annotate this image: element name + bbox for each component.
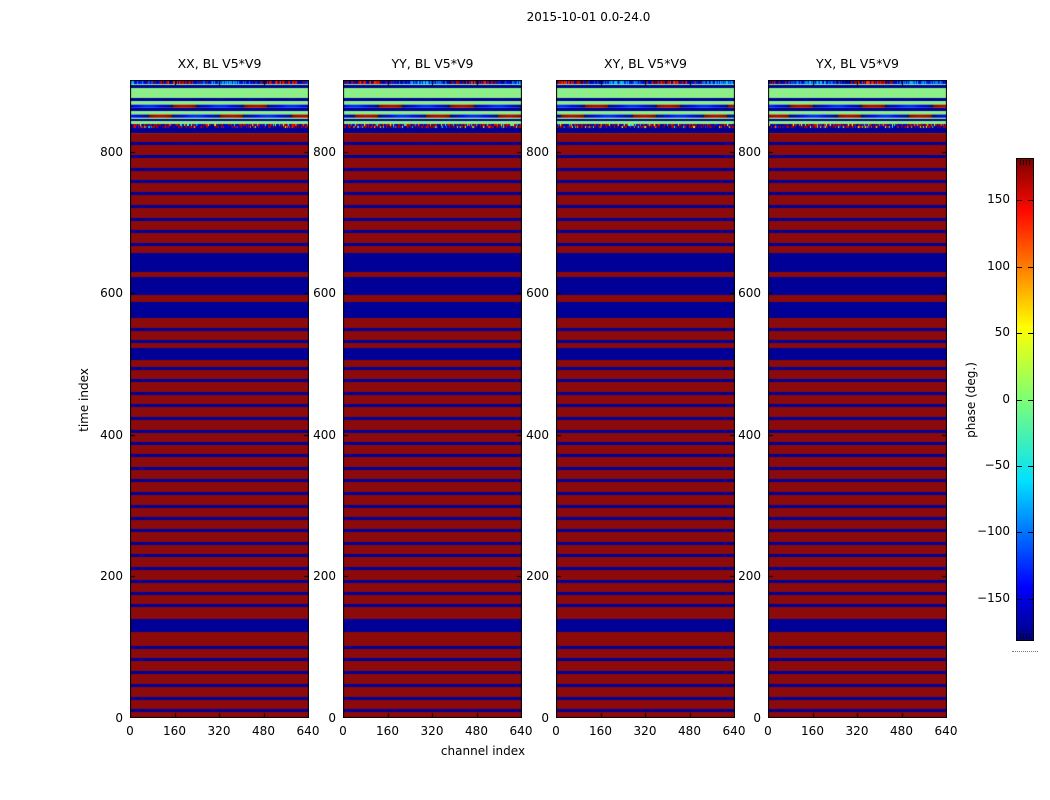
- colorbar-bottom-hatch: [1020, 634, 1030, 639]
- colorbar-tick: [1017, 266, 1022, 268]
- y-tick-label: 400: [100, 427, 123, 442]
- phase-waterfall-image: [556, 80, 735, 718]
- colorbar-tick: [1028, 598, 1033, 600]
- x-tick-label: 640: [722, 724, 746, 738]
- colorbar-tick-label: 150: [987, 192, 1010, 207]
- panel-title: XX, BL V5*V9: [177, 56, 262, 71]
- y-tick-label: 0: [753, 711, 761, 725]
- panel-title: YX, BL V5*V9: [816, 56, 899, 71]
- x-tick-label: 0: [552, 724, 560, 738]
- colorbar-tick-label: 0: [1002, 391, 1010, 406]
- y-tick-label: 400: [738, 427, 761, 442]
- x-tick-label: 160: [163, 724, 186, 738]
- panel-yx: YX, BL V5*V9: [768, 56, 947, 718]
- colorbar-tick: [1017, 465, 1022, 467]
- y-tick-label: 200: [313, 569, 336, 584]
- y-tick-label: 400: [526, 427, 549, 442]
- colorbar-tick: [1028, 465, 1033, 467]
- y-tick-label: 200: [100, 569, 123, 584]
- x-tick-label: 480: [465, 724, 488, 738]
- y-tick-label: 800: [526, 144, 549, 159]
- phase-waterfall-image: [768, 80, 947, 718]
- x-tick-label: 320: [845, 724, 869, 738]
- x-tick-label: 0: [339, 724, 347, 738]
- x-tick-label: 320: [207, 724, 231, 738]
- y-tick-label: 0: [115, 711, 123, 725]
- panel-title: XY, BL V5*V9: [604, 56, 687, 71]
- panel-yy: YY, BL V5*V9: [343, 56, 522, 718]
- colorbar-tick-label: −150: [977, 590, 1010, 605]
- x-tick-label: 320: [420, 724, 444, 738]
- colorbar-tick: [1017, 200, 1022, 202]
- y-tick-label: 0: [328, 711, 336, 725]
- x-tick-label: 480: [890, 724, 913, 738]
- x-tick-label: 640: [934, 724, 958, 738]
- colorbar-tick: [1028, 333, 1033, 335]
- x-tick-label: 160: [801, 724, 824, 738]
- panel-xy: XY, BL V5*V9: [556, 56, 735, 718]
- colorbar-tick-label: 100: [987, 258, 1010, 273]
- x-tick-label: 480: [252, 724, 275, 738]
- panel-title: YY, BL V5*V9: [391, 56, 474, 71]
- x-tick-label: 480: [678, 724, 701, 738]
- y-tick-label: 400: [313, 427, 336, 442]
- colorbar-tick-label: 50: [994, 325, 1010, 340]
- y-tick-label: 800: [313, 144, 336, 159]
- x-tick-label: 320: [633, 724, 657, 738]
- phase-waterfall-image: [130, 80, 309, 718]
- colorbar-tick: [1028, 532, 1033, 534]
- colorbar-tick-label: −100: [977, 524, 1010, 539]
- y-tick-label: 0: [541, 711, 549, 725]
- y-tick-label: 200: [526, 569, 549, 584]
- colorbar: [1016, 158, 1034, 641]
- colorbar-tick: [1028, 200, 1033, 202]
- x-tick-label: 0: [764, 724, 772, 738]
- y-tick-label: 600: [100, 286, 123, 301]
- colorbar-tick: [1017, 399, 1022, 401]
- colorbar-tick: [1017, 333, 1022, 335]
- y-tick-label: 600: [313, 286, 336, 301]
- colorbar-tick: [1017, 532, 1022, 534]
- colorbar-tick-label: −50: [984, 457, 1010, 472]
- y-tick-label: 200: [738, 569, 761, 584]
- x-tick-label: 160: [376, 724, 399, 738]
- colorbar-tick: [1028, 266, 1033, 268]
- x-axis-label: channel index: [440, 744, 526, 758]
- x-tick-label: 640: [509, 724, 533, 738]
- phase-waterfall-image: [343, 80, 522, 718]
- colorbar-gradient: [1017, 159, 1033, 640]
- panel-xx: XX, BL V5*V9: [130, 56, 309, 718]
- y-tick-label: 600: [526, 286, 549, 301]
- figure-title: 2015-10-01 0.0-24.0: [526, 10, 651, 24]
- colorbar-tick: [1017, 598, 1022, 600]
- colorbar-extend-dots: [1012, 651, 1038, 652]
- y-tick-label: 800: [738, 144, 761, 159]
- colorbar-tick: [1028, 399, 1033, 401]
- x-tick-label: 0: [126, 724, 134, 738]
- x-tick-label: 160: [589, 724, 612, 738]
- y-tick-label: 600: [738, 286, 761, 301]
- y-tick-label: 800: [100, 144, 123, 159]
- x-tick-label: 640: [296, 724, 320, 738]
- colorbar-top-hatch: [1020, 160, 1030, 165]
